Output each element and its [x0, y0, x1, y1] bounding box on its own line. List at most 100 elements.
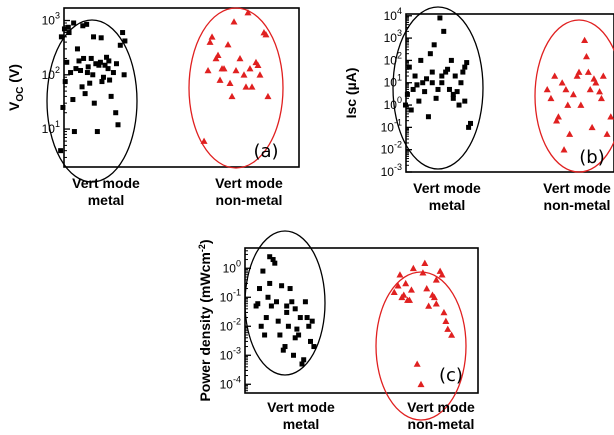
data-point-square — [99, 79, 105, 85]
data-point-square — [309, 318, 315, 324]
category-label: metal — [88, 192, 125, 208]
data-point-triangle — [564, 101, 572, 108]
data-point-square — [93, 61, 99, 67]
data-point-square — [121, 72, 127, 78]
data-point-triangle — [603, 130, 611, 137]
data-point-triangle — [404, 296, 412, 303]
y-axis-label: Power density (mWcm-2) — [197, 239, 213, 401]
y-tick-label: 10-4 — [220, 374, 241, 391]
data-point-triangle — [560, 146, 568, 153]
data-point-square — [81, 55, 87, 61]
data-point-square — [458, 80, 464, 86]
group-ellipse — [188, 7, 284, 169]
data-point-triangle — [224, 41, 232, 48]
data-point-square — [302, 299, 308, 305]
y-tick-label: 104 — [384, 6, 402, 23]
category-label: non-metal — [216, 192, 283, 208]
data-point-triangle — [232, 66, 240, 74]
data-point-triangle — [425, 302, 433, 309]
data-point-square — [408, 107, 414, 113]
category-label: Vert mode — [543, 180, 611, 196]
data-point-square — [311, 344, 317, 350]
panel-label: (b) — [579, 147, 604, 168]
category-label: Vert mode — [413, 180, 481, 196]
data-point-triangle — [242, 83, 250, 90]
data-point-triangle — [407, 286, 415, 293]
data-point-square — [301, 357, 307, 363]
data-point-square — [84, 21, 90, 27]
data-point-square — [466, 124, 472, 130]
data-point-square — [418, 57, 424, 63]
data-point-triangle — [430, 293, 438, 301]
data-point-square — [464, 60, 470, 66]
data-point-triangle — [607, 113, 614, 120]
data-point-square — [284, 309, 290, 315]
data-point-square — [427, 51, 433, 57]
data-point-square — [71, 20, 77, 26]
data-point-square — [102, 62, 108, 68]
data-point-square — [439, 80, 445, 86]
data-point-triangle — [596, 88, 604, 95]
data-point-square — [97, 59, 103, 65]
data-point-triangle — [240, 71, 248, 78]
data-point-square — [292, 306, 298, 312]
data-point-triangle — [432, 276, 440, 283]
data-point-square — [404, 91, 410, 97]
data-point-square — [62, 79, 68, 85]
data-point-triangle — [423, 285, 431, 292]
category-label: metal — [429, 197, 466, 213]
data-point-square — [87, 80, 93, 86]
category-label: Vert mode — [72, 175, 140, 191]
group-ellipse — [375, 271, 467, 421]
data-point-triangle — [588, 123, 596, 131]
data-point-square — [76, 58, 82, 64]
data-point-square — [429, 69, 435, 75]
data-point-triangle — [208, 33, 216, 40]
data-point-triangle — [394, 282, 402, 289]
data-point-triangle — [400, 291, 408, 298]
data-point-square — [85, 64, 91, 70]
data-point-square — [105, 66, 111, 72]
data-point-square — [460, 69, 466, 75]
panel-c: 10-4 10-3 10-2 10-1 100 Power density (mWcm-2… — [197, 230, 479, 432]
data-point-square — [425, 114, 431, 120]
category-label: Vert mode — [215, 175, 283, 191]
data-point-square — [296, 332, 302, 338]
category-label: Vert mode — [407, 399, 475, 415]
y-axis-label: VOC (V) — [6, 64, 26, 111]
data-point-triangle — [248, 83, 256, 90]
data-point-square — [113, 61, 119, 67]
data-point-triangle — [448, 331, 456, 338]
data-point-square — [280, 347, 286, 353]
data-point-square — [71, 129, 77, 135]
data-point-square — [308, 338, 313, 344]
data-point-triangle — [590, 75, 598, 82]
data-point-square — [277, 332, 283, 338]
data-point-square — [117, 42, 123, 48]
category-label: Vert mode — [267, 399, 335, 415]
data-point-triangle — [200, 137, 208, 144]
data-point-square — [90, 72, 96, 78]
data-point-square — [291, 352, 296, 358]
data-point-square — [414, 82, 420, 88]
data-point-square — [268, 303, 274, 309]
data-point-square — [435, 86, 441, 92]
data-point-triangle — [254, 61, 262, 69]
data-point-triangle — [256, 71, 264, 78]
data-point-square — [78, 67, 84, 73]
data-point-square — [410, 86, 416, 92]
data-point-square — [65, 24, 71, 30]
data-point-square — [68, 70, 74, 76]
y-tick-label: 100 — [223, 258, 241, 275]
data-point-triangle — [569, 90, 577, 98]
data-point-square — [79, 84, 85, 90]
y-tick-label: 10-2 — [220, 316, 241, 333]
data-point-triangle — [206, 38, 214, 45]
data-point-square — [462, 98, 468, 104]
data-point-square — [456, 102, 462, 108]
data-point-square — [282, 344, 288, 350]
data-point-square — [74, 46, 80, 52]
data-point-square — [422, 89, 428, 95]
